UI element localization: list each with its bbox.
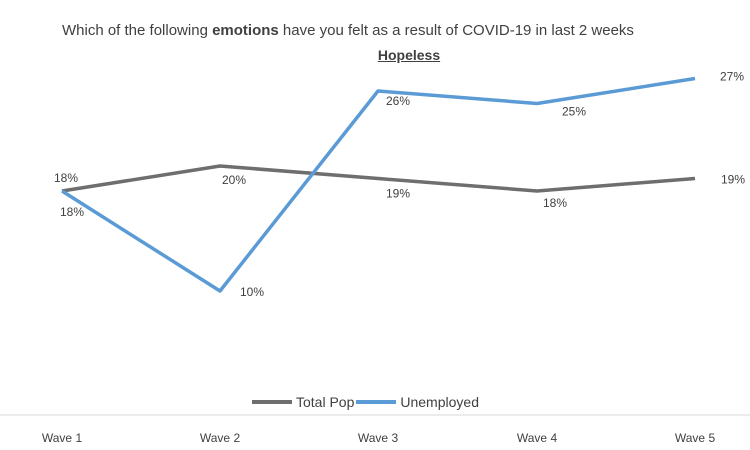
legend-label-total-pop: Total Pop [296, 394, 355, 410]
data-label-unemployed: 27% [720, 70, 744, 84]
chart-title: Which of the following emotions have you… [62, 22, 634, 39]
data-label-total-pop: 19% [386, 187, 410, 201]
data-label-unemployed: 25% [562, 105, 586, 119]
x-tick-label: Wave 3 [358, 431, 399, 445]
legend-item-unemployed: Unemployed [356, 394, 479, 410]
legend-item-total-pop: Total Pop [252, 394, 354, 410]
data-label-total-pop: 19% [721, 173, 745, 187]
data-label-unemployed: 10% [240, 285, 264, 299]
data-label-total-pop: 18% [54, 171, 78, 185]
x-tick-label: Wave 4 [517, 431, 558, 445]
title-suffix: have you felt as a result of COVID-19 in… [278, 22, 634, 39]
legend: Total Pop Unemployed [252, 394, 481, 410]
legend-label-unemployed: Unemployed [400, 394, 479, 410]
data-label-unemployed: 26% [386, 94, 410, 108]
legend-swatch-total-pop [252, 400, 292, 404]
x-tick-label: Wave 2 [200, 431, 241, 445]
x-tick-label: Wave 5 [675, 431, 716, 445]
x-tick-label: Wave 1 [42, 431, 83, 445]
series-line-unemployed [61, 76, 696, 293]
title-bold: emotions [212, 22, 279, 39]
series-line-total-pop [61, 164, 696, 193]
legend-swatch-unemployed [356, 400, 397, 404]
data-label-total-pop: 18% [543, 196, 567, 210]
chart-subtitle: Hopeless [377, 47, 441, 63]
data-label-total-pop: 20% [222, 173, 246, 187]
title-prefix: Which of the following [62, 22, 213, 39]
data-label-unemployed: 18% [60, 205, 84, 219]
